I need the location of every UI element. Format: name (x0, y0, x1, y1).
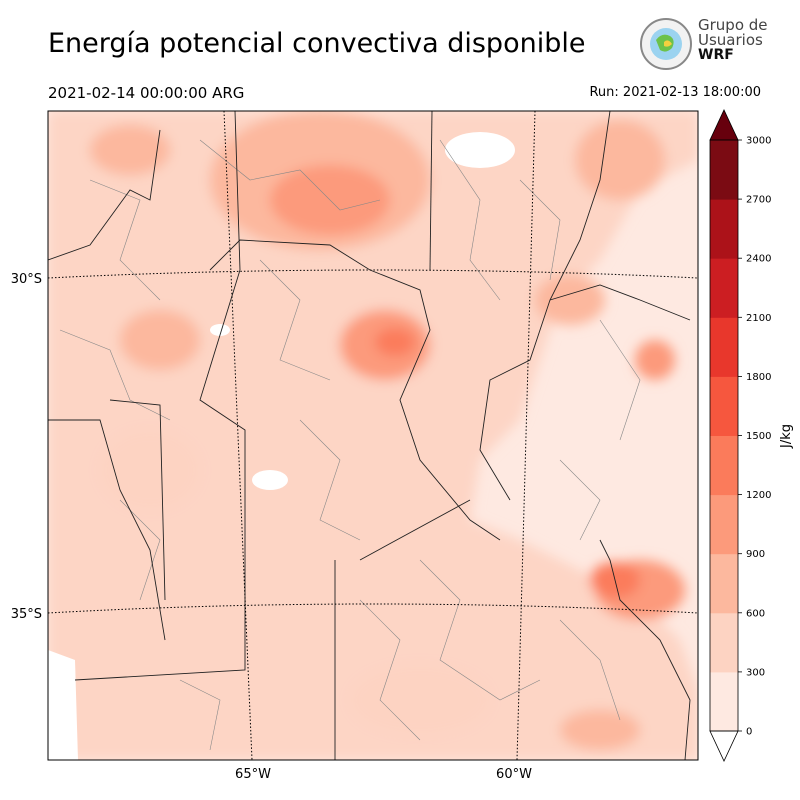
logo-line3: WRF (698, 47, 734, 63)
logo-line1: Grupo de (698, 16, 768, 34)
colorbar-tick-label: 600 (746, 608, 765, 619)
colorbar-extend-max (709, 109, 739, 141)
colorbar-tick-label: 1200 (746, 490, 771, 501)
map-frame (47, 110, 699, 761)
lat-label: 35°S (11, 607, 42, 622)
department-boundaries (59, 139, 641, 751)
province-boundaries (48, 111, 691, 760)
colorbar-tick-label: 300 (746, 667, 765, 678)
run-time: Run: 2021-02-13 18:00:00 (589, 85, 761, 100)
wrf-logo: Grupo de Usuarios WRF (638, 16, 768, 74)
lon-label: 60°W (496, 767, 532, 782)
lon-label: 65°W (235, 767, 271, 782)
colorbar-tick-label: 3000 (746, 136, 771, 147)
logo-line2: Usuarios (698, 31, 763, 49)
colorbar-swatch (710, 140, 738, 200)
colorbar-tick-label: 2100 (746, 313, 771, 324)
colorbar: 0 300 600 900 1200 1500 1800 2100 2400 2700 3000 (709, 109, 771, 762)
globe-logo-icon (640, 18, 692, 70)
colorbar-unit: J/kg (779, 424, 794, 449)
colorbar-swatch (710, 612, 738, 673)
colorbar-swatch (710, 494, 738, 555)
colorbar-swatch (710, 553, 738, 614)
colorbar-extend-min (709, 730, 739, 762)
colorbar-tick-label: 1500 (746, 431, 771, 442)
colorbar-tick-label: 0 (746, 727, 752, 738)
colorbar-swatch (710, 435, 738, 496)
colorbar-tick-label: 1800 (746, 372, 771, 383)
colorbar-tick-label: 900 (746, 549, 765, 560)
colorbar-tick-label: 2400 (746, 254, 771, 265)
map-title: Energía potencial convectiva disponible (48, 28, 586, 59)
colorbar-swatch (710, 258, 738, 318)
colorbar-swatch (710, 671, 738, 732)
lat-label: 30°S (11, 272, 42, 287)
colorbar-swatch (710, 376, 738, 436)
colorbar-tick-label: 2700 (746, 195, 771, 206)
cape-field (48, 111, 698, 760)
colorbar-swatch (710, 317, 738, 377)
graticule (48, 111, 698, 760)
colorbar-swatch (710, 199, 738, 259)
valid-time: 2021-02-14 00:00:00 ARG (48, 84, 245, 102)
